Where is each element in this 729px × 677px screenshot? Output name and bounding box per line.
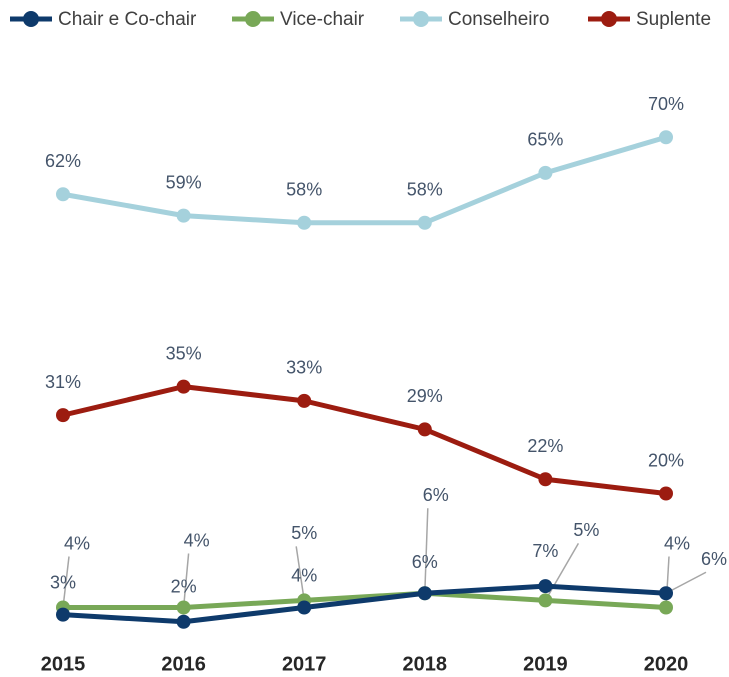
point — [538, 472, 553, 487]
data-label: 4% — [64, 533, 90, 553]
point — [56, 187, 70, 202]
data-label: 20% — [648, 450, 684, 470]
point — [297, 600, 312, 615]
data-label: 35% — [166, 343, 202, 363]
legend-label: Conselheiro — [448, 9, 549, 30]
leader-line — [665, 571, 707, 594]
data-label: 4% — [291, 565, 317, 585]
legend-marker — [413, 11, 429, 27]
point — [176, 600, 191, 615]
leader-line — [424, 508, 429, 594]
data-label: 33% — [286, 358, 322, 378]
data-label: 58% — [286, 180, 322, 200]
legend-label: Vice-chair — [280, 9, 365, 30]
data-label: 5% — [573, 520, 599, 540]
leader-line — [182, 553, 190, 608]
data-label: 6% — [701, 549, 727, 569]
data-label: 3% — [50, 572, 76, 592]
series-line — [62, 384, 667, 496]
series-line — [63, 590, 667, 610]
x-tick-label: 2016 — [161, 653, 206, 675]
data-label: 6% — [412, 552, 438, 572]
point — [538, 165, 553, 180]
data-label: 59% — [166, 172, 202, 192]
legend-marker — [601, 11, 617, 27]
point — [56, 607, 70, 622]
legend-label: Chair e Co-chair — [58, 9, 197, 30]
leader-line — [544, 542, 580, 601]
leader-line — [295, 546, 305, 601]
data-label: 7% — [532, 541, 558, 561]
point — [417, 422, 432, 437]
point — [538, 593, 553, 608]
series-line — [62, 134, 667, 226]
point — [176, 208, 191, 223]
data-label: 4% — [184, 530, 210, 550]
data-label: 5% — [291, 523, 317, 543]
x-tick-label: 2018 — [403, 653, 448, 675]
point — [659, 586, 673, 601]
point — [56, 408, 70, 423]
data-label: 4% — [664, 533, 690, 553]
x-tick-label: 2015 — [41, 653, 86, 675]
point — [417, 586, 432, 601]
point — [659, 130, 673, 145]
legend-label: Suplente — [636, 9, 711, 30]
series-line — [62, 583, 667, 625]
legend-marker — [245, 11, 261, 27]
data-label: 2% — [171, 577, 197, 597]
x-tick-label: 2017 — [282, 653, 327, 675]
data-label: 58% — [407, 180, 443, 200]
point — [297, 215, 312, 230]
x-tick-label: 2020 — [644, 653, 689, 675]
data-label: 70% — [648, 94, 684, 114]
data-label: 65% — [527, 130, 563, 150]
point — [176, 614, 191, 629]
data-label: 31% — [45, 372, 81, 392]
legend-marker — [23, 11, 39, 27]
point — [417, 215, 432, 230]
data-label: 22% — [527, 436, 563, 456]
data-label: 62% — [45, 151, 81, 171]
point — [659, 600, 673, 615]
leader-line — [62, 556, 70, 608]
x-tick-label: 2019 — [523, 653, 568, 675]
point — [659, 486, 673, 501]
point — [297, 393, 312, 408]
data-label: 6% — [423, 485, 449, 505]
point — [538, 579, 553, 594]
data-label: 29% — [407, 386, 443, 406]
point — [176, 379, 191, 394]
